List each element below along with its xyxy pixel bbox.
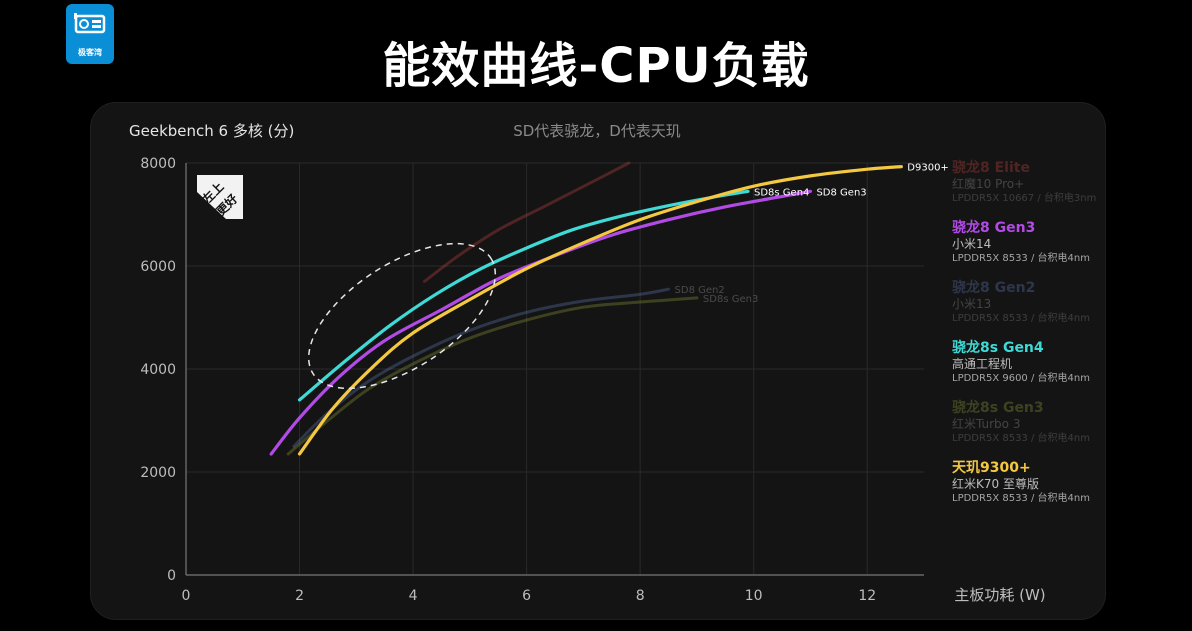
y-tick-label: 4000 xyxy=(140,362,176,378)
x-tick-label: 4 xyxy=(409,588,418,604)
y-tick-label: 6000 xyxy=(140,259,176,275)
better-arrow-icon xyxy=(197,175,243,219)
series-end-label: SD8 Gen2 xyxy=(675,285,725,296)
legend-item: 骁龙8 Gen3 小米14 LPDDR5X 8533 / 台积电4nm xyxy=(952,220,1152,266)
x-tick-label: 8 xyxy=(636,588,645,604)
legend-item-name: 骁龙8 Gen2 xyxy=(952,280,1036,296)
chart-subtitle: SD代表骁龙，D代表天玑 xyxy=(513,122,681,140)
gpu-card-icon xyxy=(74,13,106,34)
legend-item-name: 骁龙8 Gen3 xyxy=(952,220,1036,236)
legend-item-name: 骁龙8 Elite xyxy=(952,160,1030,176)
x-tick-label: 0 xyxy=(182,588,191,604)
x-axis-title: 主板功耗 (W) xyxy=(954,586,1045,604)
brand-logo: 极客湾 xyxy=(66,4,114,64)
legend-item-memory: LPDDR5X 8533 / 台积电4nm xyxy=(952,493,1090,504)
x-tick-label: 10 xyxy=(745,588,763,604)
logo-text: 极客湾 xyxy=(78,48,102,57)
legend-item-memory: LPDDR5X 10667 / 台积电3nm xyxy=(952,193,1097,204)
series-line-骁龙8s-gen3 xyxy=(286,296,699,456)
series-end-label: SD8 Gen3 xyxy=(816,187,866,198)
legend-item-name: 骁龙8s Gen4 xyxy=(952,340,1044,356)
x-tick-label: 2 xyxy=(295,588,304,604)
legend-item-memory: LPDDR5X 8533 / 台积电4nm xyxy=(952,313,1090,324)
legend-item-memory: LPDDR5X 8533 / 台积电4nm xyxy=(952,253,1090,264)
legend-item-name: 天玑9300+ xyxy=(952,460,1031,476)
series-line-骁龙8-elite xyxy=(422,161,631,283)
legend-item: 骁龙8 Elite 红魔10 Pro+ LPDDR5X 10667 / 台积电3nm xyxy=(952,160,1152,206)
legend-item-memory: LPDDR5X 9600 / 台积电4nm xyxy=(952,373,1090,384)
series-line-天玑9300plus xyxy=(297,165,903,456)
legend-item-device: 红魔10 Pro+ xyxy=(952,177,1025,191)
x-tick-label: 12 xyxy=(858,588,876,604)
series-end-label: SD8s Gen4 xyxy=(754,187,809,198)
legend-item-device: 小米13 xyxy=(952,297,992,311)
y-tick-label: 2000 xyxy=(140,465,176,481)
page-title: 能效曲线-CPU负载 xyxy=(382,38,810,94)
series-end-label: D9300+ xyxy=(907,163,949,174)
y-axis-title: Geekbench 6 多核 (分) xyxy=(129,122,294,140)
legend-item-device: 小米14 xyxy=(952,237,992,251)
legend-item-memory: LPDDR5X 8533 / 台积电4nm xyxy=(952,433,1090,444)
highlight-ellipse xyxy=(307,242,497,390)
legend-item: 天玑9300+ 红米K70 至尊版 LPDDR5X 8533 / 台积电4nm xyxy=(952,460,1152,506)
legend-item: 骁龙8 Gen2 小米13 LPDDR5X 8533 / 台积电4nm xyxy=(952,280,1152,326)
series-line-骁龙8s-gen4 xyxy=(297,189,750,402)
y-tick-label: 8000 xyxy=(140,156,176,172)
legend-item: 骁龙8s Gen4 高通工程机 LPDDR5X 9600 / 台积电4nm xyxy=(952,340,1152,386)
legend-item: 骁龙8s Gen3 红米Turbo 3 LPDDR5X 8533 / 台积电4nm xyxy=(952,400,1152,446)
x-tick-label: 6 xyxy=(522,588,531,604)
y-tick-label: 0 xyxy=(167,568,176,584)
legend-item-name: 骁龙8s Gen3 xyxy=(952,400,1044,416)
chart-panel xyxy=(90,102,1106,620)
series-end-label: SD8s Gen3 xyxy=(703,294,758,305)
legend-item-device: 红米Turbo 3 xyxy=(952,417,1021,431)
legend-item-device: 高通工程机 xyxy=(952,357,1013,371)
series-line-骁龙8-gen3 xyxy=(269,189,813,456)
legend-item-device: 红米K70 至尊版 xyxy=(952,477,1039,491)
